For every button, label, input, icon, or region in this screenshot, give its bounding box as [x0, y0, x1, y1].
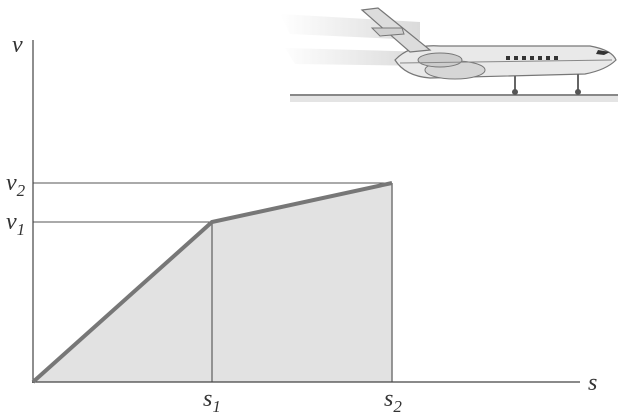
v1-label: v1 [6, 209, 25, 239]
symbol: s [203, 386, 212, 412]
s1-label: s1 [203, 386, 221, 416]
symbol: v [6, 170, 17, 196]
subscript: 2 [393, 397, 402, 416]
s-axis-label: s [588, 370, 597, 396]
symbol: s [384, 386, 393, 412]
subscript: 1 [17, 220, 26, 239]
velocity-curve [31, 181, 393, 384]
v2-label: v2 [6, 170, 26, 200]
subscript: 2 [17, 181, 26, 200]
airplane-illustration [280, 7, 618, 102]
v-axis-label: v [12, 32, 23, 58]
subscript: 1 [212, 397, 221, 416]
symbol: v [6, 209, 17, 235]
s2-label: s2 [384, 386, 402, 416]
